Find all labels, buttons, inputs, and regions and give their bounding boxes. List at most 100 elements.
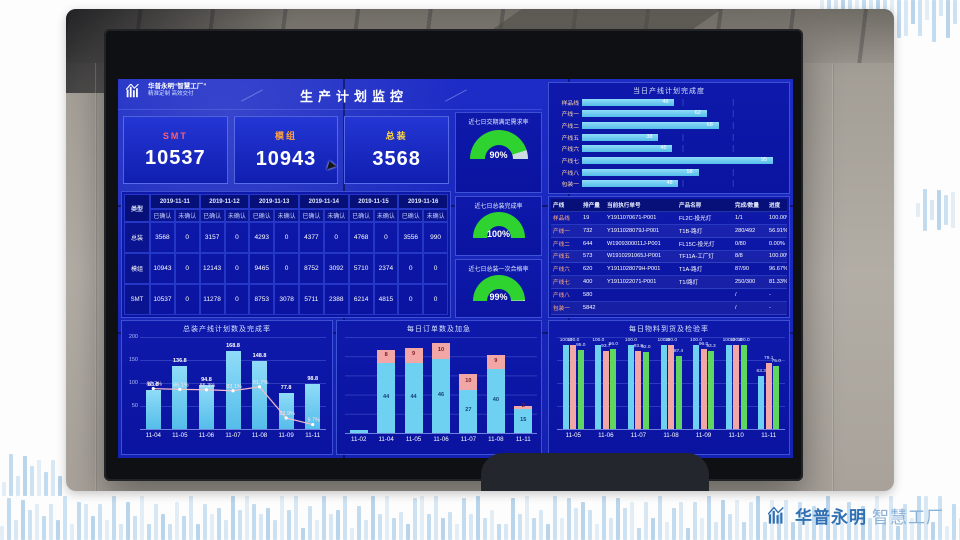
bar-value-label: 96.0 [608, 341, 619, 347]
urgent-bar-segment: 10 [459, 373, 478, 390]
plan-table-cell: 0 [274, 253, 299, 284]
plan-table-cell: 0 [373, 222, 399, 253]
kpi-label: SMT [162, 130, 188, 141]
production-table-cell: 100.00% [767, 250, 787, 264]
x-axis-label: 11-11 [515, 436, 531, 443]
deco-eq-bar [315, 520, 319, 540]
bar-value-label: 96.0 [698, 341, 709, 347]
production-table-cell [677, 302, 733, 315]
orders-bar-segment [349, 429, 368, 433]
urgent-bar-segment: 10 [432, 343, 450, 360]
hbar [582, 110, 707, 118]
y-axis-tick: 100 [128, 380, 138, 386]
plan-table-cell: 11278 [199, 284, 225, 315]
plan-table-corner: 类型 [124, 194, 150, 222]
plan-table-subhead: 未确认 [373, 209, 399, 222]
page-title: 生产计划监控 [274, 86, 434, 105]
orders-bar-segment: 40 [486, 369, 505, 433]
production-table-cell: 包装一 [551, 302, 581, 315]
deco-eq-bar [897, 0, 901, 38]
deco-eq-bar [30, 466, 34, 496]
plan-table-cell: 0 [398, 284, 424, 315]
hbar-track: 46 [582, 98, 783, 106]
plan-table-rowlabel: 模组 [124, 253, 150, 284]
x-axis-label: 11-04 [378, 436, 394, 443]
svg-text:83.1%: 83.1% [226, 384, 242, 390]
deco-eq-bar [58, 476, 62, 496]
orders-bar-segment: 46 [432, 359, 450, 433]
bar-value-label: 100.0 [722, 338, 735, 344]
hbar-label: 产线八 [561, 170, 579, 177]
hbar [582, 145, 673, 153]
deco-eq-bar [763, 522, 767, 540]
deco-eq-bar [371, 496, 375, 540]
deco-eq-bar [14, 520, 18, 540]
plan-table-cell: 0 [274, 222, 299, 253]
deco-eq-bar [378, 514, 382, 540]
hbar-label: 产线六 [561, 147, 579, 154]
urgent-bar-segment: 9 [404, 348, 423, 363]
plan-table-cell: 10943 [150, 253, 175, 284]
deco-eq-bar [476, 496, 480, 540]
photo-dashboard-wall: 华普永明“智慧工厂” 精准定制 高效交付 生产计划监控 SMT 10537 模组 10… [66, 9, 894, 491]
dashboard-header: 华普永明“智慧工厂” 精准定制 高效交付 生产计划监控 [118, 79, 542, 110]
segment-value-label: 10 [465, 377, 472, 384]
deco-eq-bar [925, 0, 929, 20]
rate-bar [668, 345, 674, 429]
deco-eq-bar [651, 518, 655, 540]
production-table-cell: 5842 [581, 302, 605, 315]
segment-value-label: 2 [521, 403, 525, 410]
deco-eq-bar [567, 498, 571, 540]
production-table-cell: TF11A-工厂灯 [677, 250, 733, 264]
x-axis-label: 11-06 [433, 436, 449, 443]
plan-table-cell: 990 [423, 222, 448, 253]
logo-text: 华普永明“智慧工厂” 精准定制 高效交付 [148, 83, 207, 98]
bar-value-label: 94.8 [201, 377, 212, 384]
bar-value-label: 95.0 [576, 342, 586, 348]
grouped-bar-chart: 100.0 100.0 95.0 11-05 100.0 93.7 96.0 11-06 100… [557, 337, 785, 439]
deco-eq-bar [273, 520, 277, 540]
hbar-label: 产线二 [561, 123, 579, 130]
deco-eq-bar [923, 189, 927, 231]
deco-eq-bar [574, 508, 578, 540]
plan-table-cell: 0 [423, 284, 448, 315]
deco-eq-bar [665, 522, 669, 540]
hbar-value: 68 [706, 121, 713, 128]
deco-eq-bar [182, 516, 186, 540]
bar-value-label: 100.0 [690, 338, 703, 344]
deco-eq-bar [427, 514, 431, 540]
deco-eq-bar [749, 502, 753, 540]
deco-eq-bar [196, 524, 200, 540]
bar-value-label: 168.8 [226, 343, 240, 350]
bar-line-chart: 200 150 100 50 83.8 11-04 136.8 11-05 94.8 11-06 1… [129, 334, 326, 439]
production-table-cell: 56.91% [767, 224, 787, 238]
hbar-value: 45 [660, 145, 667, 152]
kpi-card: 模组 10943 [233, 116, 339, 184]
brand-name: 华普永明 [795, 508, 867, 527]
deco-eq-bar [693, 502, 697, 540]
plan-table-cell: 2374 [373, 253, 399, 284]
deco-eq-bar [98, 504, 102, 540]
deco-eq-bar [742, 522, 746, 540]
deco-eq-bar [916, 203, 920, 217]
gauge-title: 近七日总装完成率 [474, 204, 523, 210]
gauge-delivery-rate: 近七日交期满足需求率 90% [455, 112, 542, 193]
rate-bar [733, 345, 740, 429]
deco-eq-bar [945, 526, 949, 540]
hbar-row: 样品线 46 [553, 97, 783, 107]
logo-line1: 华普永明“智慧工厂” [148, 83, 207, 90]
deco-eq-bar [37, 460, 41, 496]
production-table-cell: 280/492 [733, 224, 767, 238]
deco-eq-bar [413, 498, 417, 540]
hbar-row: 产线八 58 [553, 167, 783, 177]
svg-text:86.1%: 86.1% [173, 382, 189, 388]
deco-eq-bar [294, 496, 298, 540]
gauge-assembly-completion: 近七日总装完成率 100% [455, 196, 542, 256]
deco-eq-bar [336, 510, 340, 540]
hbar-label: 样品线 [561, 100, 579, 107]
hbar-value: 46 [662, 98, 669, 105]
hbar-value: 62 [694, 110, 701, 117]
deco-eq-bar [238, 510, 242, 540]
deco-eq-bar [602, 496, 606, 540]
x-axis-label: 11-05 [405, 436, 422, 443]
